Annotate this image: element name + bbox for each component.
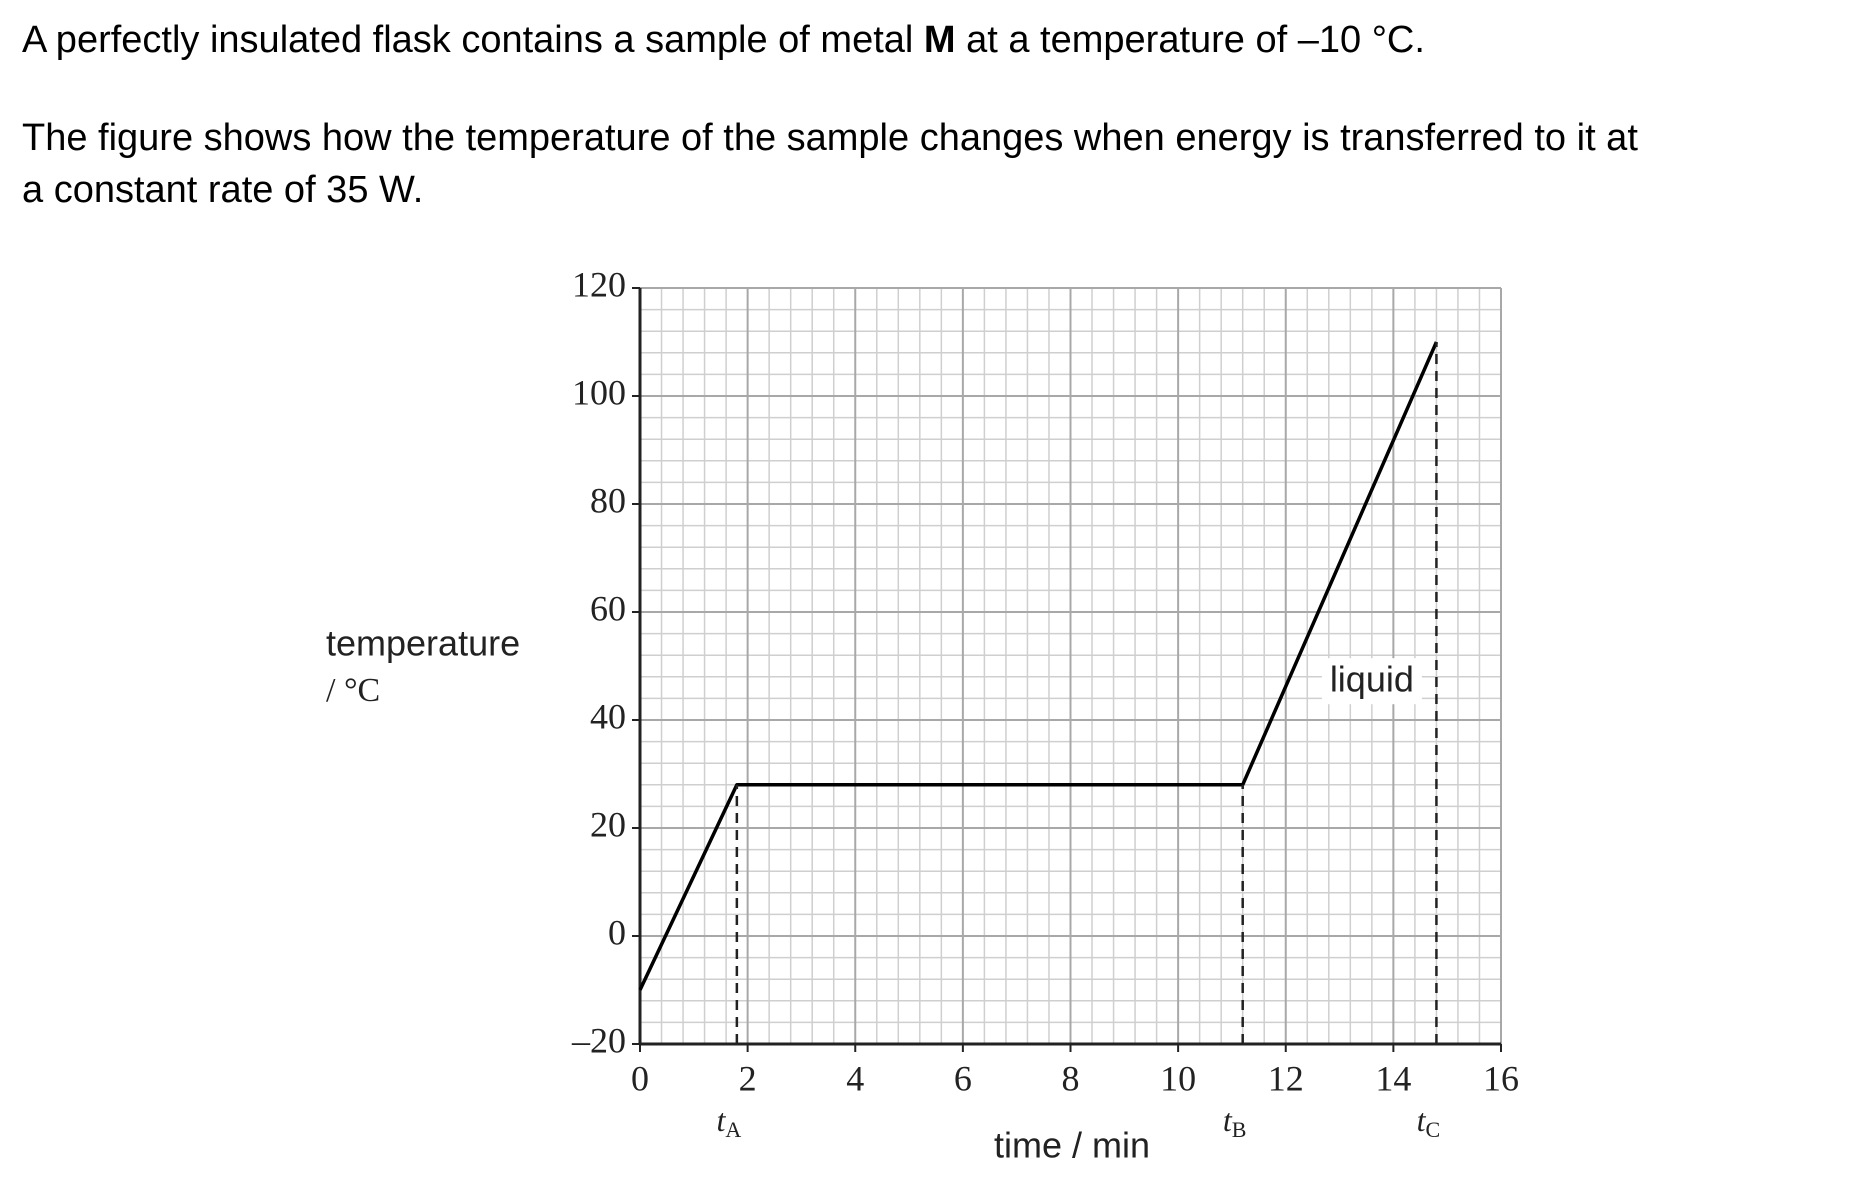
x-axis-label: time / min (994, 1125, 1150, 1166)
marker-label: tC (1417, 1102, 1441, 1142)
y-tick-label: 0 (608, 912, 626, 952)
x-tick-label: 2 (739, 1058, 757, 1098)
marker-label: tB (1223, 1102, 1247, 1142)
x-tick-label: 0 (631, 1058, 649, 1098)
y-tick-label: 120 (572, 264, 626, 304)
y-tick-label: 80 (590, 480, 626, 520)
marker-label-subscript: B (1232, 1117, 1247, 1142)
x-tick-label: 16 (1483, 1058, 1519, 1098)
marker-label-subscript: C (1426, 1117, 1441, 1142)
marker-label-subscript: A (725, 1117, 741, 1142)
x-tick-label: 6 (954, 1058, 972, 1098)
x-tick-label: 12 (1268, 1058, 1304, 1098)
y-axis-label: / °C (326, 672, 380, 709)
annotation-bg (1321, 658, 1422, 705)
marker-label-text: t (1223, 1102, 1233, 1138)
y-tick-label: 20 (590, 804, 626, 844)
text: The figure shows how the temperature of … (22, 117, 1638, 159)
y-tick-label: 60 (590, 588, 626, 628)
bold-text: M (923, 19, 956, 61)
text: a constant rate of 35 W. (22, 169, 424, 211)
question-intro: A perfectly insulated flask contains a s… (22, 14, 1425, 66)
y-tick-label: 100 (572, 372, 626, 412)
x-tick-label: 8 (1062, 1058, 1080, 1098)
y-tick-label: –20 (571, 1020, 626, 1060)
x-tick-label: 10 (1160, 1058, 1196, 1098)
y-axis-label: temperature (326, 623, 520, 664)
marker-label: tA (716, 1102, 741, 1142)
x-tick-label: 14 (1375, 1058, 1411, 1098)
data-line (638, 341, 1439, 991)
text: at a temperature of –10 °C. (955, 19, 1425, 61)
annotation: liquid (1330, 659, 1414, 700)
x-tick-label: 4 (846, 1058, 864, 1098)
marker-label-text: t (716, 1102, 726, 1138)
y-tick-label: 40 (590, 696, 626, 736)
marker-label-text: t (1417, 1102, 1427, 1138)
question-figure-text: The figure shows how the temperature of … (22, 112, 1638, 216)
text: A perfectly insulated flask contains a s… (22, 19, 924, 61)
